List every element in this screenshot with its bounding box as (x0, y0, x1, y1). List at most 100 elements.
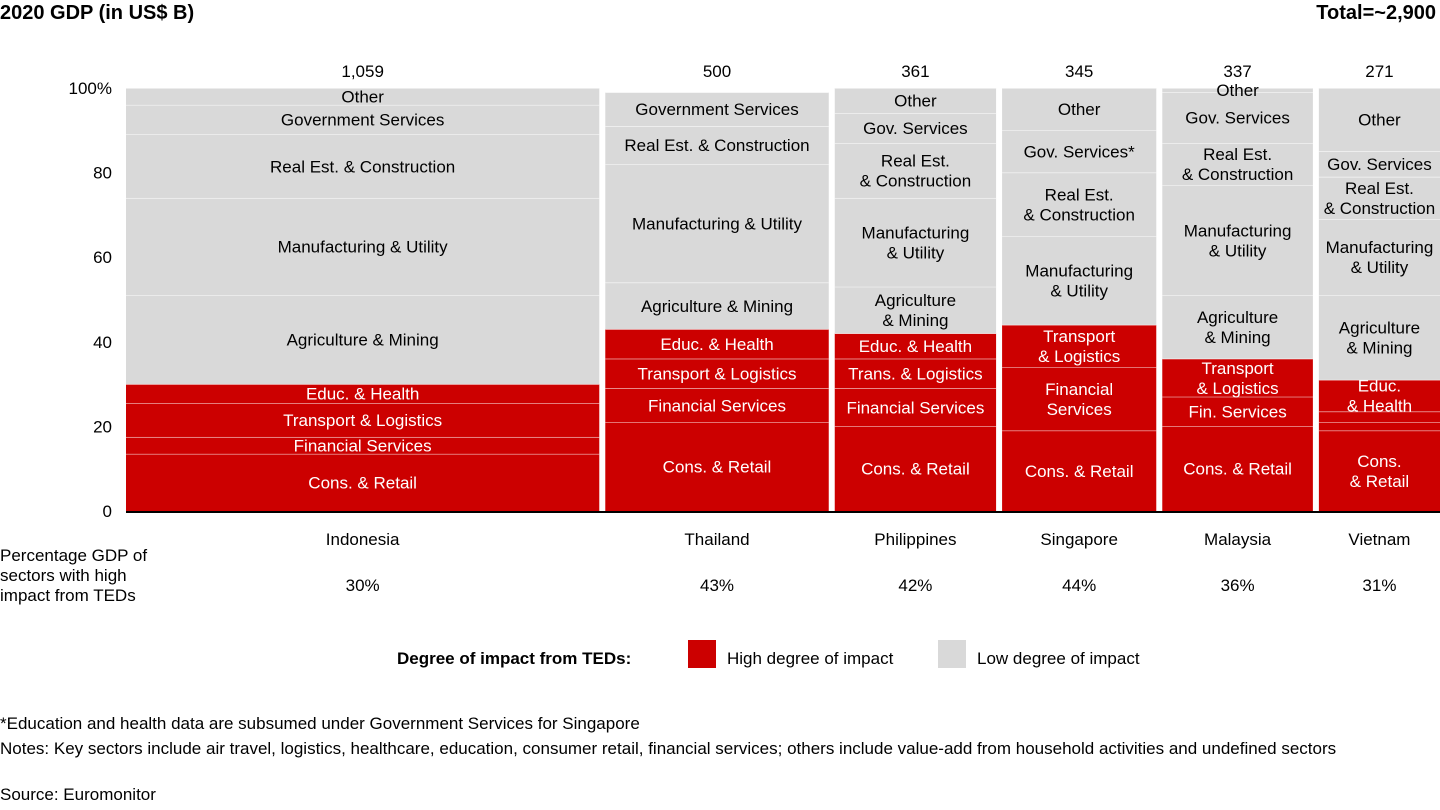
segment-label-line: Financial Services (648, 396, 786, 415)
gdp-value-label: 271 (1365, 62, 1393, 81)
segment-label-line: Manufacturing & Utility (632, 214, 803, 233)
bar-segment (126, 197, 600, 296)
segment-label: Transport & Logistics (637, 365, 796, 384)
segment-label: Gov. Services* (1024, 142, 1136, 161)
segment-label-line: Government Services (281, 111, 444, 130)
segment-label: Real Est. & Construction (270, 157, 455, 176)
segment-label-line: Manufacturing & Utility (278, 238, 449, 257)
bar-segment (834, 388, 997, 427)
legend-low-label: Low degree of impact (977, 649, 1140, 668)
y-tick-label: 20 (93, 417, 112, 436)
segment-label-line: Trans. & Logistics (848, 365, 982, 384)
segment-label-line: Cons. (1357, 452, 1401, 471)
segment-label-line: Financial (1045, 380, 1113, 399)
y-tick-label: 0 (103, 502, 112, 521)
segment-label-line: & Logistics (1196, 379, 1278, 398)
y-tick-label: 40 (93, 333, 112, 352)
segment-label: Real Est. & Construction (624, 136, 809, 155)
segment-label-line: & Utility (887, 243, 945, 262)
segment-label: Real Est. & Construction (1324, 179, 1436, 218)
segment-label-line: Agriculture & Mining (641, 297, 793, 316)
segment-label: Trans. & Logistics (848, 365, 982, 384)
bar-segment (1002, 130, 1157, 173)
segment-label: Cons. & Retail (1350, 452, 1410, 491)
marimekko-chart: 100% 80 60 40 20 0 Cons. & Retail Financial Ser… (69, 62, 1440, 595)
segment-label: Financial Services (648, 396, 786, 415)
footnote-notes: Notes: Key sectors include air travel, l… (0, 739, 1337, 758)
segment-label: Other (1358, 111, 1401, 130)
bar-segment (1002, 430, 1157, 511)
segment-label: Cons. & Retail (861, 460, 970, 479)
high-impact-percent-label: 31% (1362, 576, 1396, 595)
segment-label-line: & Construction (1182, 165, 1294, 184)
bar-segment (1318, 379, 1440, 412)
bar-segment (1162, 92, 1313, 143)
segment-label-line: Cons. & Retail (1183, 460, 1292, 479)
segment-label: Other (1058, 100, 1101, 119)
bar-segment (126, 403, 600, 437)
segment-label: Real Est. & Construction (1182, 145, 1294, 184)
segment-label-line: Transport & Logistics (637, 365, 796, 384)
bar-segment (1162, 185, 1313, 296)
high-impact-percent-label: 30% (346, 576, 380, 595)
segment-label-line: Services (1047, 400, 1112, 419)
segment-label-line: & Mining (882, 311, 948, 330)
bar-segment (605, 92, 829, 127)
high-impact-percent-label: 43% (700, 576, 734, 595)
segment-label: Other (894, 92, 937, 111)
segment-label: Transport & Logistics (1038, 327, 1120, 366)
bar-segment (834, 113, 997, 143)
segment-label: Other (1216, 81, 1259, 100)
segment-label: Government Services (635, 100, 798, 119)
segment-label: Agriculture & Mining (641, 297, 793, 316)
bar-segment (1318, 411, 1440, 423)
high-impact-percent-label: 36% (1221, 576, 1255, 595)
bar-segment (605, 358, 829, 389)
country-label: Singapore (1040, 530, 1118, 549)
bar-segment (1162, 396, 1313, 427)
bar-segment (1002, 324, 1157, 368)
bar-segment (1318, 88, 1440, 152)
segment-label-line: & Mining (1346, 339, 1412, 358)
bar-segment (1318, 151, 1440, 177)
segment-label: Other (341, 87, 384, 106)
bar-segment (126, 436, 600, 454)
chart-title: 2020 GDP (in US$ B) (0, 2, 195, 24)
country-label: Indonesia (326, 530, 400, 549)
bar-segment (1162, 426, 1313, 511)
segment-label-line: Manufacturing (862, 223, 970, 242)
segment-label-line: Other (341, 87, 384, 106)
segment-label: Fin. Services (1188, 403, 1286, 422)
segment-label-line: Fin. Services (1188, 403, 1286, 422)
country-label: Philippines (874, 530, 956, 549)
segment-label-line: Manufacturing (1025, 261, 1133, 280)
footnote-source: Source: Euromonitor (0, 785, 156, 804)
segment-label: Financial Services (294, 436, 432, 455)
segment-label-line: Educ. & Health (859, 337, 972, 356)
gdp-value-label: 345 (1065, 62, 1093, 81)
segment-label-line: & Utility (1050, 281, 1108, 300)
bar-segment (1318, 430, 1440, 511)
footnote-asterisk: *Education and health data are subsumed … (0, 714, 640, 733)
segment-label-line: & Mining (1205, 328, 1271, 347)
segment-label: Gov. Services (1185, 109, 1290, 128)
segment-label-line: & Utility (1209, 241, 1267, 260)
bar-segment (834, 333, 997, 359)
segment-label-line: & Construction (1324, 199, 1436, 218)
country-label: Vietnam (1348, 530, 1410, 549)
segment-label-line: Financial Services (294, 436, 432, 455)
segment-label-line: Cons. & Retail (308, 473, 417, 492)
segment-label-line: Educ. & Health (306, 385, 419, 404)
y-tick-label: 80 (93, 164, 112, 183)
segment-label: Manufacturing & Utility (632, 214, 803, 233)
side-label: Percentage GDP of sectors with high impa… (0, 546, 148, 605)
gdp-value-label: 1,059 (341, 62, 384, 81)
segment-label: Agriculture & Mining (875, 291, 956, 330)
segment-label-line: Gov. Services (1185, 109, 1290, 128)
segment-label: Real Est. & Construction (1023, 185, 1135, 224)
gdp-value-label: 500 (703, 62, 731, 81)
gdp-value-label: 361 (901, 62, 929, 81)
bar-segment (834, 286, 997, 334)
gdp-value-label: 337 (1223, 62, 1251, 81)
bar-segment (1162, 358, 1313, 397)
